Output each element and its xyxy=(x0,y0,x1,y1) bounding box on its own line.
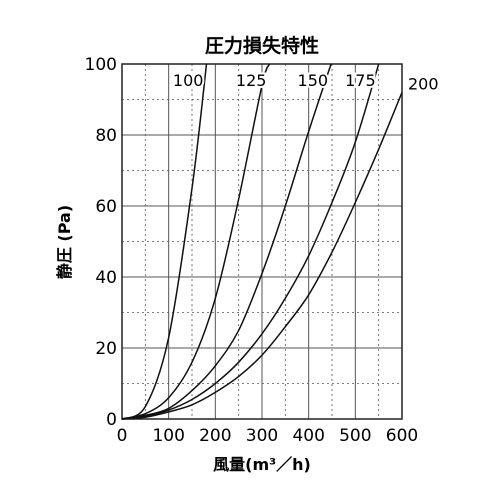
y-tick-label: 60 xyxy=(95,197,117,217)
y-tick-label: 40 xyxy=(95,268,117,288)
series-curve-100 xyxy=(121,63,208,420)
x-tick-label: 600 xyxy=(386,426,418,446)
plot-frame xyxy=(121,63,403,420)
y-axis-label: 静圧 (Pa) xyxy=(55,205,74,279)
series-curve-200 xyxy=(121,92,403,420)
series-label-125: 125 xyxy=(236,71,267,90)
chart-title: 圧力損失特性 xyxy=(205,34,319,57)
series-label-100: 100 xyxy=(173,71,204,90)
series-curve-175 xyxy=(121,63,380,420)
series-label-175: 175 xyxy=(345,71,376,90)
x-axis-label: 風量(m³／h) xyxy=(213,455,311,474)
x-tick-label: 400 xyxy=(292,426,324,446)
series-curves xyxy=(121,63,403,420)
x-tick-label: 500 xyxy=(339,426,371,446)
y-tick-label: 100 xyxy=(85,55,117,75)
x-tick-label: 300 xyxy=(246,426,278,446)
x-tick-label: 200 xyxy=(199,426,231,446)
series-curve-150 xyxy=(121,63,332,420)
x-tick-label: 100 xyxy=(152,426,184,446)
series-label-200: 200 xyxy=(408,74,439,93)
series-label-150: 150 xyxy=(298,71,329,90)
y-tick-label: 20 xyxy=(95,339,117,359)
y-tick-label: 80 xyxy=(95,126,117,146)
series-labels: 100 125 150 175 200 xyxy=(171,69,441,95)
y-tick-label: 0 xyxy=(106,410,117,430)
series-curve-125 xyxy=(121,63,271,420)
grid-lines xyxy=(122,64,402,419)
y-axis-ticks: 0 20 40 60 80 100 xyxy=(85,55,117,430)
x-tick-label: 0 xyxy=(117,426,128,446)
x-axis-ticks: 0 100 200 300 400 500 600 xyxy=(117,426,419,446)
